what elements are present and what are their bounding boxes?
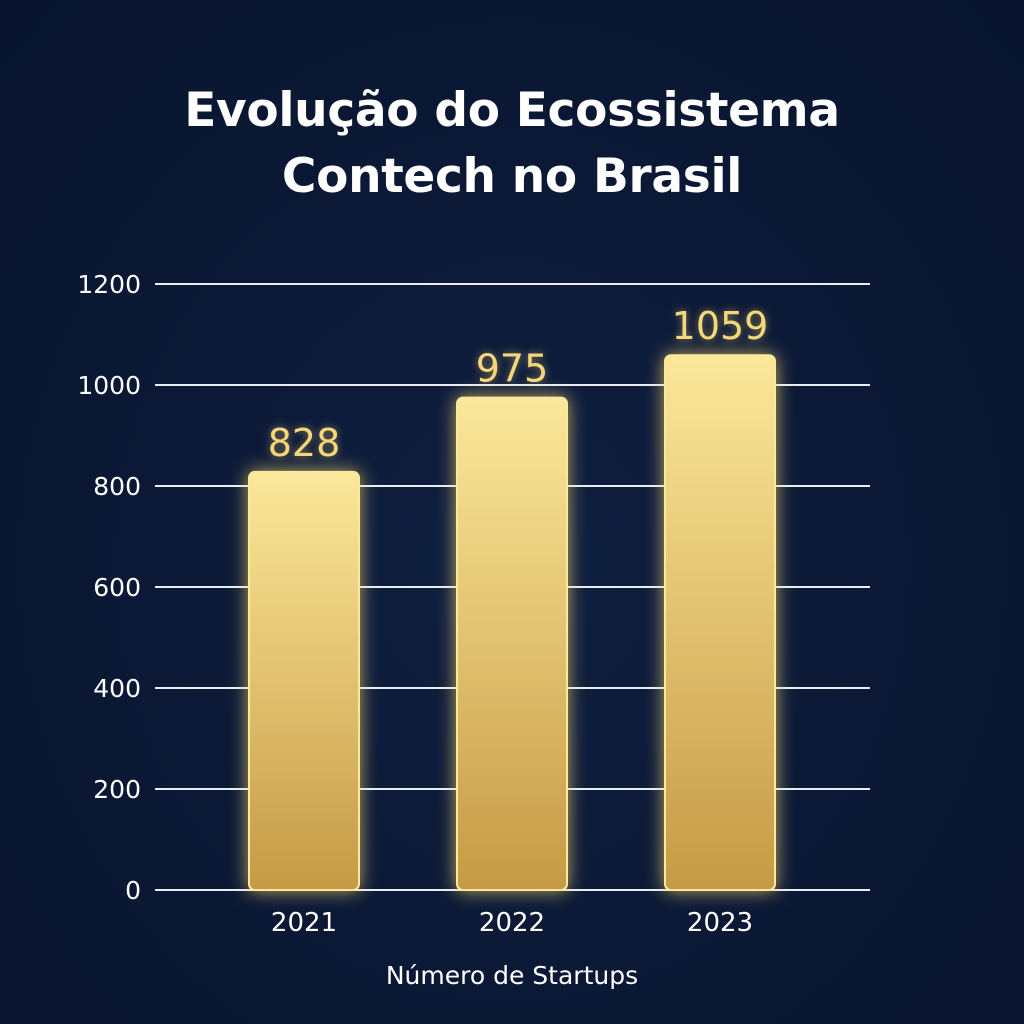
value-label-2023: 1059 <box>672 304 769 348</box>
bar-2021 <box>248 470 360 891</box>
value-label-2021: 828 <box>268 421 341 465</box>
x-tick-label-2023: 2023 <box>687 908 753 938</box>
x-tick-label-2021: 2021 <box>271 908 337 938</box>
y-tick-label: 400 <box>93 674 141 703</box>
y-tick-label: 1200 <box>77 270 141 299</box>
bar-2023 <box>664 354 776 891</box>
chart-title: Evolução do Ecossistema Contech no Brasi… <box>0 78 1024 210</box>
y-tick-label: 600 <box>93 573 141 602</box>
y-tick-label: 1000 <box>77 371 141 400</box>
x-axis-ticks: 2021 2022 2023 <box>271 908 753 938</box>
y-axis-ticks: 0 200 400 600 800 1000 1200 <box>77 270 141 905</box>
chart-title-line-2: Contech no Brasil <box>281 149 743 204</box>
x-axis-label: Número de Startups <box>386 961 638 990</box>
bar-2022 <box>456 396 568 891</box>
y-tick-label: 800 <box>93 472 141 501</box>
bars <box>248 354 776 891</box>
x-tick-label-2022: 2022 <box>479 908 545 938</box>
y-tick-label: 200 <box>93 775 141 804</box>
value-label-2022: 975 <box>476 347 549 391</box>
y-tick-label: 0 <box>125 876 141 905</box>
value-labels: 828 975 1059 <box>268 304 769 465</box>
chart-title-line-1: Evolução do Ecossistema <box>184 83 840 138</box>
